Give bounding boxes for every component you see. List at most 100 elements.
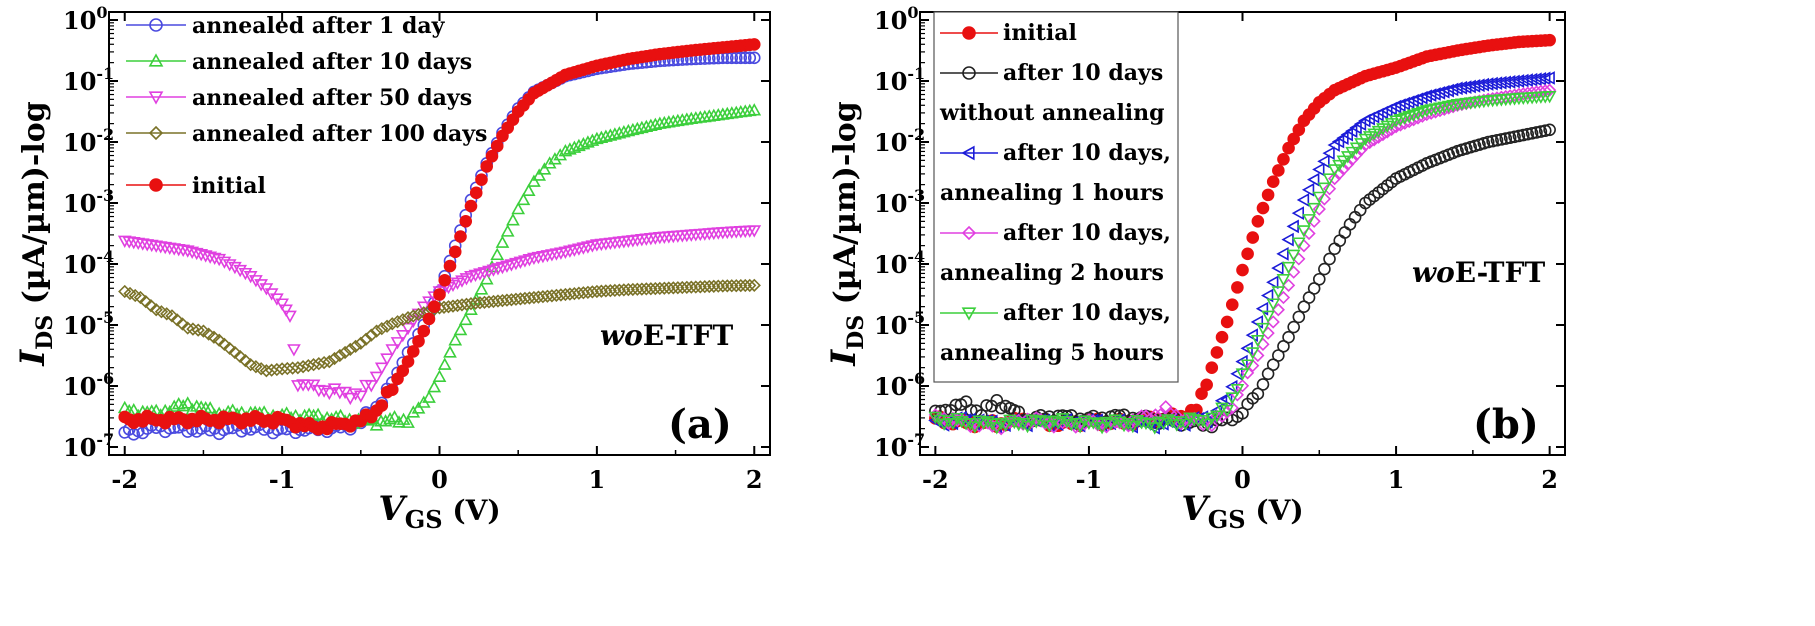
data-point [1499, 132, 1513, 145]
data-point [532, 168, 547, 181]
data-point [448, 333, 463, 346]
data-point [707, 279, 721, 293]
data-point [317, 385, 331, 398]
data-point [123, 286, 137, 301]
data-point [1332, 159, 1346, 173]
data-point [581, 135, 595, 148]
data-point [490, 247, 505, 261]
data-point [1376, 127, 1390, 142]
data-point [572, 138, 586, 152]
data-point [327, 383, 342, 396]
data-point [128, 288, 142, 303]
data-point [738, 51, 752, 65]
data-point [1256, 378, 1270, 391]
data-point [343, 392, 358, 406]
data-point [1099, 416, 1114, 430]
data-point [1441, 83, 1454, 98]
data-point [1178, 418, 1193, 431]
data-point [1020, 420, 1035, 434]
chart-panel-b: -2 -1 0 1 2 10-7 10-6 10-5 10-4 10-3 10-2 10-1 100 in… [824, 3, 1566, 534]
data-point [401, 415, 415, 428]
data-point [994, 417, 1009, 431]
data-point [348, 339, 363, 353]
data-point [743, 278, 757, 293]
panel-label: (b) [1473, 401, 1539, 448]
data-point [203, 401, 218, 414]
data-point [1182, 412, 1197, 425]
data-point [380, 353, 394, 366]
data-point [212, 333, 226, 347]
data-point [603, 284, 618, 298]
data-point [212, 253, 227, 267]
data-point [747, 38, 761, 51]
data-point [747, 225, 762, 238]
data-point [459, 215, 473, 228]
series-annealed-after-100-days [118, 278, 761, 378]
data-point [972, 415, 987, 428]
data-point [223, 341, 237, 356]
data-point [1281, 261, 1296, 275]
data-point [338, 345, 352, 360]
data-point [981, 416, 995, 429]
data-point [521, 183, 536, 196]
data-point [1312, 272, 1326, 286]
data-point [464, 199, 478, 213]
data-point [1231, 281, 1244, 294]
data-point [283, 310, 297, 323]
data-point [553, 148, 568, 161]
data-point [743, 51, 757, 65]
y-tick-label: 10-2 [63, 125, 114, 157]
data-point [1512, 129, 1526, 143]
x-tick-label: -2 [922, 465, 949, 494]
data-point [133, 290, 148, 305]
data-point [675, 280, 689, 295]
data-point [585, 133, 600, 146]
data-point [301, 359, 315, 373]
data-point [689, 280, 703, 294]
y-tick-label: 10-6 [874, 369, 925, 401]
y-tick-label: 10-3 [874, 186, 925, 218]
data-point [1266, 175, 1280, 188]
data-point [406, 405, 421, 418]
data-point [395, 329, 410, 343]
legend-label: after 10 days, [1003, 140, 1171, 166]
data-point [1297, 239, 1311, 253]
data-point [194, 249, 209, 262]
data-point [684, 280, 698, 294]
data-point [311, 407, 325, 420]
data-point [1385, 122, 1399, 136]
device-annotation: woE-TFT [600, 319, 733, 352]
legend-swatch-marker [149, 178, 163, 192]
data-point [1345, 146, 1360, 160]
data-point [228, 345, 242, 360]
data-point [1073, 421, 1088, 434]
data-point [998, 419, 1013, 433]
data-point [648, 117, 663, 130]
data-point [558, 144, 573, 157]
x-tick-label: 2 [746, 465, 763, 494]
data-point [469, 186, 483, 200]
data-point [406, 345, 420, 358]
legend-swatch-marker [962, 66, 976, 80]
data-point [1437, 84, 1450, 99]
data-point [1196, 417, 1210, 432]
data-point [1503, 131, 1517, 144]
data-point [1538, 71, 1551, 86]
data-point [1159, 400, 1173, 414]
data-point [180, 245, 195, 258]
data-point [1521, 127, 1535, 141]
data-point [608, 127, 622, 140]
legend-label: without annealing [939, 100, 1165, 126]
y-tick-label: 10-3 [63, 186, 114, 218]
data-point [1046, 415, 1061, 428]
data-point [635, 282, 649, 296]
data-point [217, 337, 232, 351]
data-point [427, 380, 442, 393]
data-point [411, 307, 426, 322]
data-point [1323, 252, 1336, 266]
data-point [657, 281, 671, 295]
data-point [1333, 234, 1347, 247]
data-point [1380, 125, 1394, 139]
data-point [1328, 242, 1341, 256]
x-tick-label: 1 [589, 465, 606, 494]
